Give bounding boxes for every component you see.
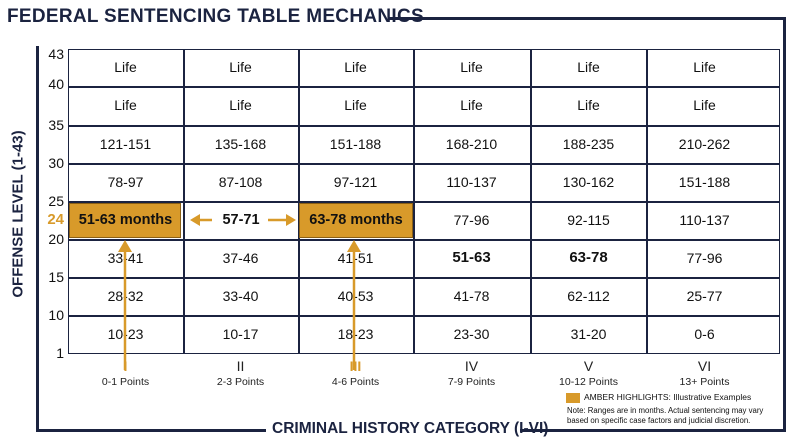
y-tick-15: 15 — [48, 269, 64, 285]
arrowhead-right — [286, 214, 296, 226]
table-cell: 151-188 — [678, 174, 731, 190]
table-cell: Life — [229, 97, 252, 113]
footnote: Note: Ranges are in months. Actual sente… — [567, 406, 764, 425]
table-cell: 18-23 — [337, 326, 374, 342]
table-cell: 37-46 — [222, 250, 259, 266]
y-tick-24: 24 — [47, 211, 64, 228]
column-label-ii: II — [236, 358, 245, 374]
column-label-vi: VI — [697, 358, 712, 374]
column-points-vi: 13+ Points — [679, 376, 730, 388]
table-cell: 41-51 — [337, 250, 374, 266]
table-cell: 188-235 — [562, 136, 615, 152]
grid-col-divider — [530, 49, 532, 354]
grid-row-divider — [68, 163, 780, 165]
table-cell-bold: 51-63 — [452, 249, 491, 266]
table-cell: 41-78 — [453, 288, 490, 304]
table-cell: 23-30 — [453, 326, 490, 342]
x-axis-title: CRIMINAL HISTORY CATEGORY (I-VI) — [272, 420, 549, 437]
table-cell: Life — [114, 97, 137, 113]
grid-row-divider — [68, 239, 780, 241]
frame-left-border — [36, 46, 39, 432]
column-points-v: 10-12 Points — [559, 376, 618, 388]
table-cell: 25-77 — [686, 288, 723, 304]
y-tick-40: 40 — [48, 76, 64, 92]
table-cell: Life — [460, 59, 483, 75]
frame-bottom-border-left — [36, 429, 266, 432]
table-cell: 0-6 — [694, 326, 715, 342]
column-points-ii: 2-3 Points — [216, 376, 265, 388]
table-cell: 92-115 — [567, 212, 610, 228]
table-cell: Life — [344, 97, 367, 113]
table-cell: Life — [460, 97, 483, 113]
table-cell: Life — [693, 97, 716, 113]
y-tick-43: 43 — [48, 46, 64, 62]
y-tick-25: 25 — [48, 193, 64, 209]
grid-row-divider — [68, 125, 780, 127]
table-cell: Life — [229, 59, 252, 75]
table-cell: 87-108 — [218, 174, 263, 190]
table-cell: 77-96 — [686, 250, 723, 266]
table-cell: 31-20 — [570, 326, 607, 342]
grid-row-divider — [68, 315, 780, 317]
legend-label: AMBER HIGHLIGHTS: Illustrative Examples — [584, 392, 752, 402]
table-cell: 210-262 — [678, 136, 731, 152]
table-cell: 40-53 — [337, 288, 374, 304]
highlight-label-cat-ii: 57-71 — [222, 212, 260, 228]
table-cell: Life — [693, 59, 716, 75]
grid-col-divider — [183, 49, 185, 354]
table-cell: 110-137 — [446, 174, 497, 190]
table-cell: 77-96 — [453, 212, 490, 228]
frame-bottom-border-right — [520, 429, 786, 432]
column-points-i: 0-1 Points — [101, 376, 150, 388]
highlight-label-cat-iii: 63-78 months — [309, 212, 403, 228]
grid-row-divider — [68, 277, 780, 279]
table-cell: 121-151 — [99, 136, 152, 152]
amber-highlight-cell — [299, 203, 413, 238]
table-cell-bold: 63-78 — [569, 249, 608, 266]
diagram-title: FEDERAL SENTENCING TABLE MECHANICS — [7, 6, 424, 27]
y-tick-20: 20 — [48, 231, 64, 247]
table-cell: 62-112 — [567, 288, 610, 304]
column-label-v: V — [583, 358, 594, 374]
frame-top-border — [388, 17, 786, 20]
table-cell: 10-17 — [222, 326, 259, 342]
table-cell: Life — [577, 59, 600, 75]
arrowhead-up — [347, 240, 361, 252]
y-tick-10: 10 — [48, 307, 64, 323]
column-points-iv: 7-9 Points — [447, 376, 496, 388]
column-points-iii: 4-6 Points — [331, 376, 380, 388]
table-cell: 33-40 — [222, 288, 259, 304]
legend-swatch — [566, 393, 580, 403]
arrowhead-left — [190, 214, 200, 226]
y-tick-30: 30 — [48, 155, 64, 171]
highlight-label-cat-i: 51-63 months — [78, 212, 173, 228]
table-cell: 97-121 — [333, 174, 378, 190]
table-cell: Life — [114, 59, 137, 75]
table-cell: 135-168 — [214, 136, 267, 152]
amber-highlight-cell — [69, 203, 181, 238]
frame-right-border — [783, 17, 786, 431]
grid-col-divider — [646, 49, 648, 354]
column-label-iv: IV — [464, 358, 479, 374]
table-cell: 78-97 — [107, 174, 144, 190]
grid-col-divider — [413, 49, 415, 354]
grid-col-divider — [298, 49, 300, 354]
table-cell: Life — [577, 97, 600, 113]
column-label-iii: III — [349, 358, 362, 374]
y-tick-35: 35 — [48, 117, 64, 133]
table-cell: 110-137 — [679, 212, 730, 228]
table-cell: 151-188 — [329, 136, 382, 152]
y-tick-1: 1 — [56, 345, 64, 361]
grid-row-divider — [68, 201, 780, 203]
table-cell: 168-210 — [445, 136, 498, 152]
grid-row-divider — [68, 86, 780, 88]
table-cell: 130-162 — [562, 174, 615, 190]
arrowhead-up — [118, 240, 132, 252]
table-cell: Life — [344, 59, 367, 75]
column-label-i: I — [123, 358, 128, 374]
